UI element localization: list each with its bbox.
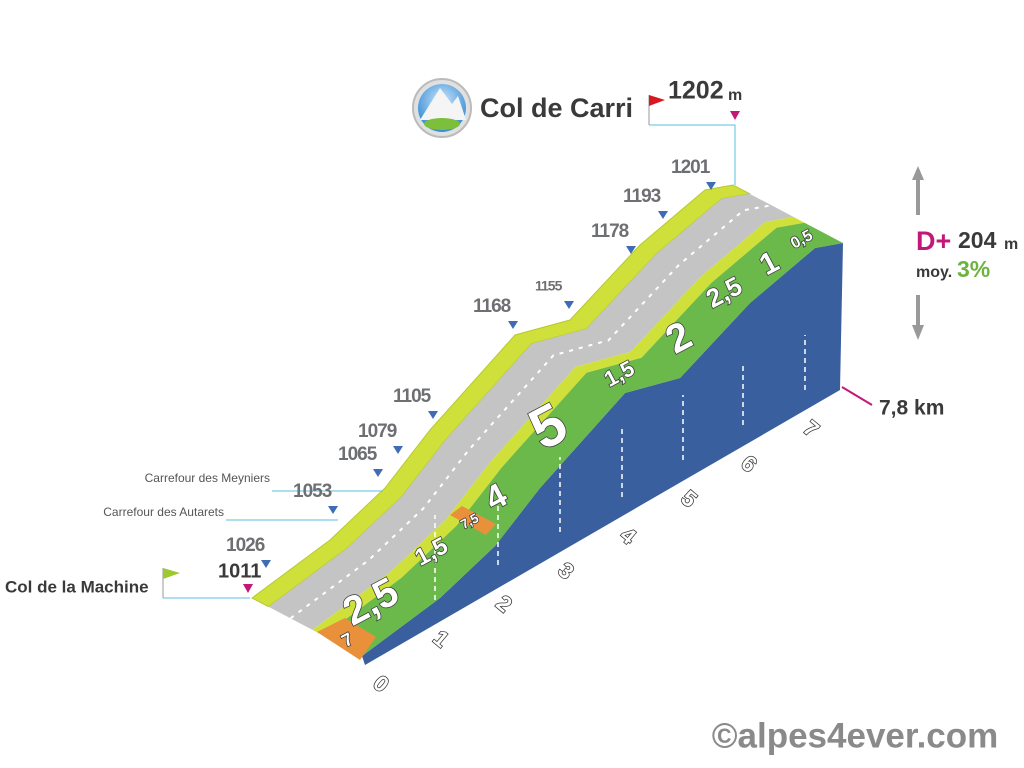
steep-segment [317,618,376,660]
average-value: 3% [957,256,990,282]
stats-arrowhead [912,325,924,340]
gain-value: 204 [958,227,997,253]
start-elevation: 1011 [218,560,261,582]
elevation-label: 1065 [338,444,378,465]
elevation-marker [328,506,338,514]
side-wall [362,243,843,665]
elevation-label: 1201 [671,157,711,178]
km-label: 7 [798,415,823,442]
km-label: 2 [491,590,516,617]
km-label: 3 [553,557,578,584]
summit-icon-grass [424,118,460,130]
summit-elevation: 1202 [668,77,724,105]
summit-flag [649,95,665,106]
elevation-label: 1168 [473,296,511,317]
stats-arrowhead [912,166,924,180]
steep-segment [450,506,496,535]
elevation-label: 1155 [535,278,563,294]
yellow-edge [312,216,805,636]
elevation-label: 1079 [358,421,397,442]
road-centerline [289,204,772,620]
distance-tick [841,386,873,406]
elevation-marker [706,182,716,190]
elevation-marker [626,246,636,254]
waypoint-label: Carrefour des Meyniers [145,471,270,485]
start-name: Col de la Machine [5,577,149,596]
road-surface [268,193,794,630]
km-label: 1 [428,625,453,652]
km-label: 5 [676,485,701,512]
waypoint-label: Carrefour des Autarets [103,505,224,519]
summit-name: Col de Carri [480,93,633,123]
road-profile [251,184,843,665]
start-flag [163,568,180,579]
summit-marker [730,111,740,120]
km-label: 4 [615,522,641,550]
elevation-label: 1193 [623,186,661,207]
elevation-label: 1026 [226,535,265,556]
elevation-label: 1178 [591,221,629,242]
summit-leader [649,124,736,185]
average-label: moy. [916,264,952,281]
gain-unit: m [1004,236,1018,253]
elevation-marker [564,301,574,309]
km-label: 0 [368,670,393,697]
start-marker [243,584,253,593]
gradient-band [323,222,843,656]
elevation-label: 1053 [293,481,332,502]
summit-unit: m [728,87,742,104]
elevation-marker [508,321,518,329]
gain-label: D+ [916,226,951,256]
elevation-marker [261,560,271,568]
credit: ©alpes4ever.com [712,716,999,755]
km-label: 6 [736,450,761,477]
summit-icon-mountain [420,88,466,120]
elevation-marker [373,469,383,477]
elevation-marker [428,411,438,419]
distance: 7,8 km [879,397,944,420]
elevation-label: 1105 [393,386,432,407]
elevation-marker [393,446,403,454]
elevation-marker [658,211,668,219]
